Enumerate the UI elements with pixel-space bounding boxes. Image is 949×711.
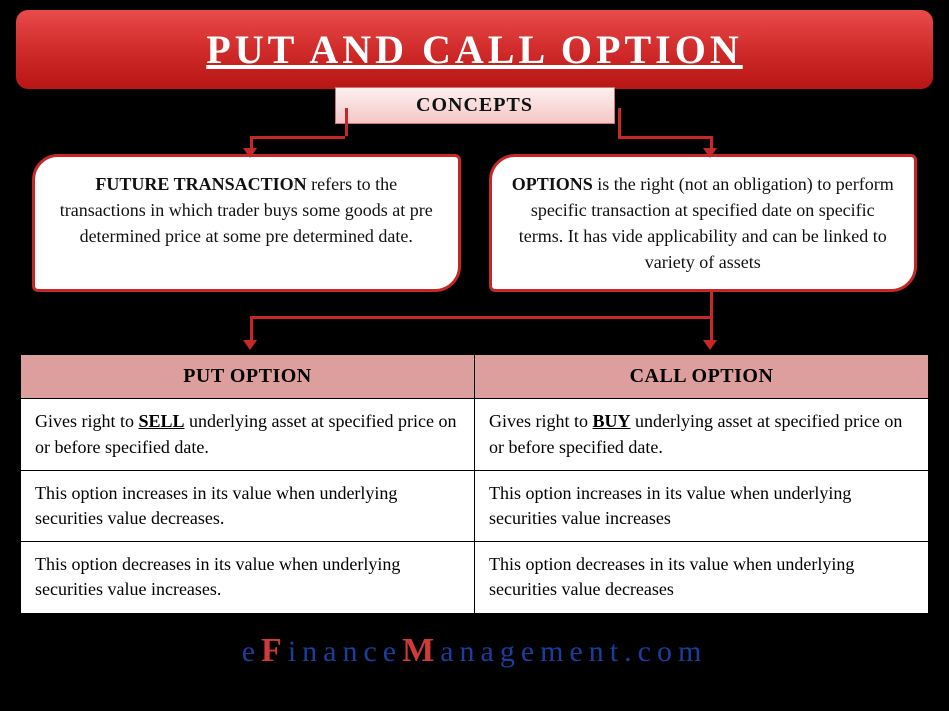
put-cell: This option increases in its value when … [21,470,475,541]
put-option-header: PUT OPTION [21,355,475,399]
table-row: This option increases in its value when … [21,470,929,541]
options-term: OPTIONS [512,174,593,194]
put-cell: This option decreases in its value when … [21,542,475,613]
put-cell: Gives right to SELL underlying asset at … [21,399,475,470]
buy-keyword: BUY [593,411,631,431]
future-transaction-term: FUTURE TRANSACTION [95,174,306,194]
call-cell: This option decreases in its value when … [475,542,929,613]
call-cell: This option increases in its value when … [475,470,929,541]
brand-footer: eFinanceManagement.com [10,632,939,670]
title-banner: PUT AND CALL OPTION [16,10,933,89]
options-box: OPTIONS is the right (not an obligation)… [489,154,918,292]
call-cell: Gives right to BUY underlying asset at s… [475,399,929,470]
connector-top [10,126,939,148]
concept-row: FUTURE TRANSACTION refers to the transac… [10,154,939,292]
page-title: PUT AND CALL OPTION [16,26,933,73]
table-row: Gives right to SELL underlying asset at … [21,399,929,470]
options-table: PUT OPTION CALL OPTION Gives right to SE… [20,354,929,613]
sell-keyword: SELL [139,411,185,431]
concepts-label: CONCEPTS [335,87,615,124]
connector-mid [10,292,939,354]
table-row: This option decreases in its value when … [21,542,929,613]
future-transaction-box: FUTURE TRANSACTION refers to the transac… [32,154,461,292]
call-option-header: CALL OPTION [475,355,929,399]
